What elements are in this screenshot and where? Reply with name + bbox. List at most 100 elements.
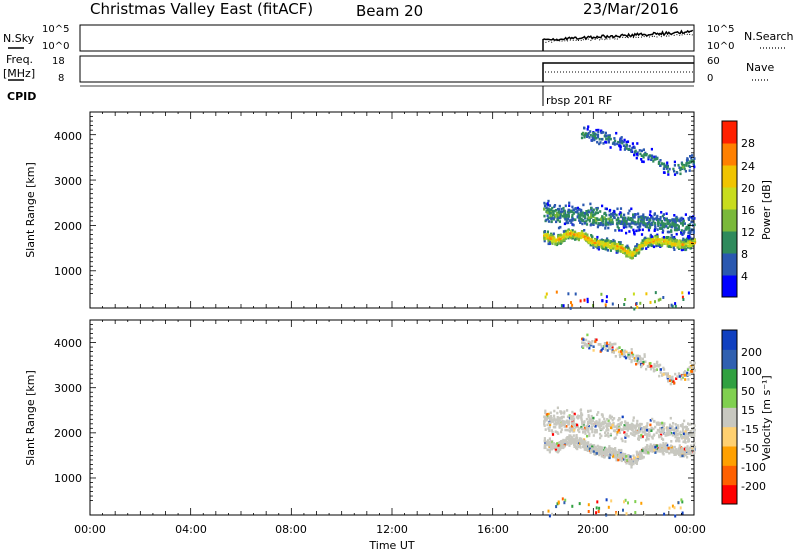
echo-cell bbox=[570, 417, 573, 420]
echo-cell bbox=[687, 378, 690, 381]
echo-cell bbox=[615, 458, 618, 462]
echo-cell bbox=[583, 424, 586, 428]
echo-cell bbox=[690, 216, 693, 219]
echo-cell bbox=[680, 245, 683, 249]
nsearch-tick-bottom: 10^0 bbox=[707, 41, 734, 52]
power-colorbar-segment bbox=[722, 231, 737, 254]
echo-cell bbox=[574, 218, 577, 221]
echo-cell bbox=[671, 447, 674, 451]
echo-cell bbox=[591, 428, 594, 431]
echo-cell bbox=[656, 238, 659, 241]
echo-cell bbox=[690, 434, 693, 438]
echo-cell bbox=[548, 445, 551, 448]
echo-cell bbox=[583, 440, 586, 444]
velocity-ylabel: Slant Range [km] bbox=[24, 370, 37, 466]
echo-cell bbox=[642, 362, 645, 365]
echo-cell bbox=[682, 240, 686, 244]
echo-cell bbox=[631, 428, 634, 432]
velocity-colorbar-segment bbox=[722, 484, 737, 505]
echo-cell bbox=[681, 454, 684, 458]
echo-cell bbox=[597, 510, 600, 513]
echo-cell bbox=[631, 433, 634, 436]
echo-cell bbox=[567, 221, 570, 225]
echo-cell bbox=[689, 236, 692, 239]
echo-cell bbox=[629, 455, 632, 458]
echo-cell bbox=[656, 360, 659, 364]
echo-cell bbox=[682, 430, 685, 433]
echo-cell bbox=[561, 439, 564, 443]
echo-cell bbox=[543, 439, 546, 443]
echo-cell bbox=[564, 498, 567, 502]
echo-cell bbox=[625, 147, 628, 150]
echo-cell bbox=[661, 243, 664, 247]
echo-cell bbox=[685, 244, 688, 248]
echo-cell bbox=[689, 247, 692, 250]
echo-cell bbox=[630, 220, 633, 223]
echo-cell bbox=[546, 214, 549, 217]
echo-cell bbox=[642, 221, 645, 224]
echo-cell bbox=[659, 443, 662, 447]
echo-cell bbox=[662, 213, 665, 216]
power-colorbar-segment bbox=[722, 187, 737, 210]
echo-cell bbox=[600, 129, 603, 133]
echo-cell bbox=[630, 251, 633, 254]
echo-cell bbox=[673, 445, 676, 449]
echo-cell bbox=[624, 421, 627, 425]
echo-cell bbox=[558, 423, 561, 427]
echo-cell bbox=[635, 153, 638, 156]
echo-cell bbox=[688, 169, 691, 172]
echo-cell bbox=[677, 372, 680, 375]
echo-cell bbox=[640, 501, 643, 505]
echo-cell bbox=[634, 428, 637, 431]
echo-cell bbox=[628, 426, 631, 429]
echo-cell bbox=[595, 243, 598, 247]
echo-cell bbox=[685, 164, 688, 167]
echo-cell bbox=[547, 199, 550, 203]
freq-frame bbox=[79, 55, 695, 83]
echo-cell bbox=[690, 448, 693, 452]
echo-cell bbox=[625, 225, 628, 229]
echo-cell bbox=[598, 432, 602, 436]
echo-cell bbox=[580, 213, 583, 216]
echo-cell bbox=[630, 359, 633, 362]
echo-cell bbox=[635, 245, 638, 248]
echo-cell bbox=[644, 241, 647, 244]
echo-cell bbox=[581, 234, 584, 237]
echo-cell bbox=[653, 227, 657, 231]
echo-cell bbox=[681, 163, 684, 167]
power-ytick-1000: 1000 bbox=[54, 265, 82, 278]
echo-cell bbox=[586, 297, 589, 301]
echo-cell bbox=[635, 357, 638, 360]
echo-cell bbox=[654, 239, 657, 242]
echo-cell bbox=[686, 452, 689, 455]
echo-cell bbox=[586, 345, 589, 348]
echo-cell bbox=[558, 220, 561, 223]
echo-cell bbox=[638, 451, 641, 454]
echo-cell bbox=[651, 216, 654, 219]
echo-cell bbox=[601, 130, 604, 134]
echo-cell bbox=[687, 373, 691, 376]
echo-cell bbox=[587, 441, 590, 444]
echo-cell bbox=[597, 421, 600, 425]
echo-cell bbox=[589, 451, 592, 454]
velocity-colorbar: 200 100 50 15 -15 -50 -100 -200 Velocity… bbox=[721, 329, 773, 505]
echo-cell bbox=[551, 242, 554, 245]
echo-cell bbox=[648, 213, 652, 216]
echo-cell bbox=[661, 374, 664, 377]
echo-cell bbox=[572, 434, 575, 437]
echo-cell bbox=[609, 249, 612, 252]
echo-cell bbox=[576, 423, 579, 427]
echo-cell bbox=[575, 441, 579, 444]
echo-cell bbox=[578, 502, 581, 506]
echo-cell bbox=[647, 156, 650, 159]
echo-cell bbox=[662, 424, 665, 427]
echo-cell bbox=[634, 511, 637, 514]
echo-cell bbox=[687, 238, 691, 242]
time-axis-label: Time UT bbox=[368, 539, 414, 552]
echo-cell bbox=[573, 441, 576, 445]
echo-cell bbox=[606, 249, 609, 252]
echo-cell bbox=[553, 205, 556, 208]
echo-cell bbox=[589, 130, 592, 133]
echo-cell bbox=[571, 219, 574, 222]
echo-cell bbox=[587, 503, 590, 507]
